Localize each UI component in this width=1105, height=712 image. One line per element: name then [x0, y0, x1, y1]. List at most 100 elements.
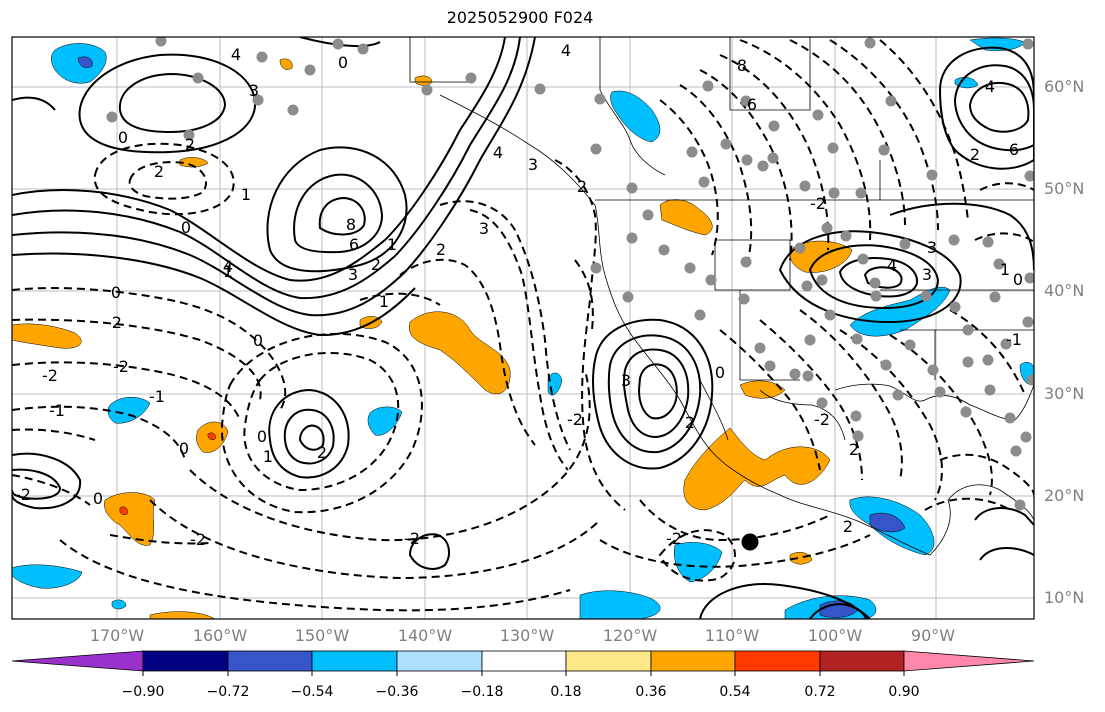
contour-label: 6 — [349, 235, 359, 254]
contour-label: -1 — [1006, 330, 1022, 349]
storm-marker — [741, 533, 759, 551]
contour-label: 4 — [887, 256, 897, 275]
contour-labels: 4 0 4 3 2 0 0 1 2 0 1 8 6 4 3 2 1 3 2 4 … — [15, 41, 1023, 549]
contour-label: 2 — [185, 135, 195, 154]
contour-label: 4 — [223, 257, 233, 276]
colorbar-segment — [481, 650, 567, 672]
contour-label: 0 — [118, 128, 128, 147]
contour-label: -2 — [190, 530, 206, 549]
lon-label: 130°W — [499, 626, 555, 645]
contour-label: 0 — [1013, 270, 1023, 289]
shade-blue — [579, 590, 661, 619]
contour-label: -1 — [49, 401, 65, 420]
contour-label: 2 — [843, 517, 853, 536]
contour-label: 0 — [715, 363, 725, 382]
colorbar-tick-label: −0.54 — [290, 684, 334, 700]
lat-label: 20°N — [1044, 486, 1085, 505]
lon-label: 140°W — [397, 626, 453, 645]
contour-label: -2 — [810, 194, 826, 213]
contour-label: 2 — [849, 440, 859, 459]
contour-label: 1 — [1000, 260, 1010, 279]
colorbar-tick-label: −0.90 — [121, 684, 165, 700]
shade-blue — [674, 542, 723, 583]
colorbar-segment — [142, 650, 229, 672]
shade-orange — [179, 157, 209, 168]
colorbar-segment — [734, 650, 821, 672]
contour-label: 3 — [528, 155, 538, 174]
contour-label: 6 — [747, 95, 757, 114]
contour-label: 3 — [479, 219, 489, 238]
gridlines — [12, 37, 1034, 619]
shade-red — [207, 432, 216, 440]
contour-label: 3 — [348, 265, 358, 284]
contour-label: -2 — [404, 529, 420, 548]
contour-label: -2 — [666, 529, 682, 548]
contour-label: 0 — [257, 427, 267, 446]
contour-label: 3 — [249, 81, 259, 100]
contour-label: 2 — [970, 145, 980, 164]
colorbar-tick-label: 0.36 — [635, 684, 667, 700]
obs-dots — [106, 37, 1034, 511]
contour-label: 3 — [621, 371, 631, 390]
colorbar-tick-label: −0.72 — [206, 684, 250, 700]
contour-label: 2 — [317, 443, 327, 462]
colorbar-tick-label: −0.18 — [460, 684, 504, 700]
colorbar-tick-label: 0.72 — [804, 684, 836, 700]
contour-label: 3 — [922, 265, 932, 284]
colorbar — [11, 650, 1035, 672]
contour-label: 1 — [223, 262, 233, 281]
contour-label: 2 — [154, 162, 164, 181]
contour-label: -2 — [42, 366, 58, 385]
shade-orange — [408, 311, 511, 395]
contour-label: 4 — [493, 143, 503, 162]
shade-darkblue — [77, 56, 93, 68]
map-title: 2025052900 F024 — [446, 8, 594, 27]
contour-label: -2 — [15, 485, 31, 504]
contour-label: 2 — [436, 240, 446, 259]
shade-orange — [414, 75, 433, 86]
colorbar-tick-label: 0.54 — [719, 684, 751, 700]
shade-orange — [789, 552, 813, 565]
colorbar-segment — [903, 650, 1035, 672]
contour-label: 0 — [93, 489, 103, 508]
contours-positive — [12, 37, 1034, 619]
contour-label: 0 — [179, 439, 189, 458]
colorbar-tick-label: −0.36 — [375, 684, 419, 700]
shade-orange — [12, 323, 82, 349]
lat-label: 10°N — [1044, 588, 1085, 607]
lon-label: 120°W — [602, 626, 658, 645]
shade-orange — [104, 492, 156, 546]
contour-label: 1 — [379, 292, 389, 311]
contour-label: 1 — [263, 447, 273, 466]
colorbar-segment — [227, 650, 313, 672]
shade-blue — [12, 564, 83, 589]
contour-label: 4 — [561, 41, 571, 60]
shade-blue — [51, 43, 107, 84]
contour-label: 4 — [231, 45, 241, 64]
shade-orange — [683, 427, 831, 511]
colorbar-segment — [819, 650, 905, 672]
colorbar-segment — [396, 650, 483, 672]
contour-label: 8 — [346, 215, 356, 234]
contour-label: 3 — [927, 238, 937, 257]
lon-label: 90°W — [910, 626, 956, 645]
contour-label: 2 — [371, 255, 381, 274]
contour-label: 2 — [577, 177, 587, 196]
colorbar-segment — [311, 650, 398, 672]
contour-label: 2 — [685, 413, 695, 432]
map-frame — [11, 36, 1035, 620]
shade-red — [119, 506, 128, 515]
lat-label: 50°N — [1044, 179, 1085, 198]
colorbar-segment — [565, 650, 652, 672]
contour-label: -2 — [814, 410, 830, 429]
lat-label: 60°N — [1044, 77, 1085, 96]
contour-label: 6 — [1009, 140, 1019, 159]
lat-label: 40°N — [1044, 281, 1085, 300]
lon-label: 170°W — [89, 626, 145, 645]
contour-label: -2 — [113, 357, 129, 376]
contour-label: 8 — [737, 56, 747, 75]
colorbar-tick-label: 0.18 — [550, 684, 582, 700]
lon-label: 150°W — [294, 626, 350, 645]
lon-label: 110°W — [704, 626, 760, 645]
contour-label: 0 — [338, 53, 348, 72]
